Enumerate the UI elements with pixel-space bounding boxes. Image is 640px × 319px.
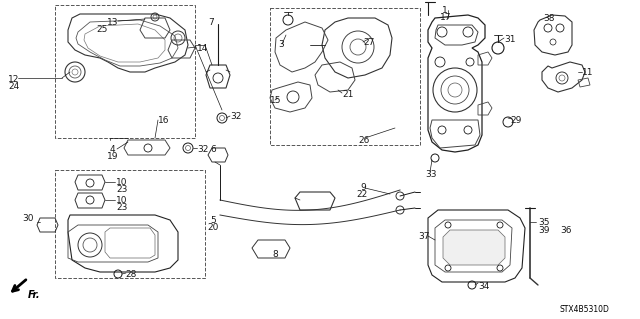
Text: 35: 35: [538, 218, 550, 227]
Text: 32: 32: [197, 145, 209, 154]
Text: STX4B5310D: STX4B5310D: [560, 305, 610, 314]
Text: 27: 27: [363, 38, 374, 47]
Text: 16: 16: [158, 116, 170, 125]
Text: 5: 5: [210, 216, 216, 225]
Text: 22: 22: [356, 190, 367, 199]
Text: 13: 13: [106, 18, 118, 27]
Text: 20: 20: [207, 223, 218, 232]
Bar: [270, 8, 420, 145]
Text: 34: 34: [478, 282, 490, 291]
Text: 28: 28: [125, 270, 136, 279]
Text: 4: 4: [110, 145, 116, 154]
Text: 30: 30: [22, 214, 33, 223]
Text: 23: 23: [116, 185, 127, 194]
Text: 21: 21: [342, 90, 353, 99]
Text: 11: 11: [582, 68, 593, 77]
Text: 1: 1: [442, 6, 448, 15]
Text: 38: 38: [543, 14, 554, 23]
Text: 32: 32: [230, 112, 241, 121]
Text: 31: 31: [504, 35, 515, 44]
Text: 8: 8: [272, 250, 278, 259]
Text: 23: 23: [116, 203, 127, 212]
Text: 25: 25: [97, 25, 108, 34]
Text: 14: 14: [197, 44, 209, 53]
Text: 12: 12: [8, 75, 19, 84]
Bar: [55, 170, 205, 278]
Text: 26: 26: [358, 136, 369, 145]
Text: Fr.: Fr.: [28, 290, 40, 300]
Text: 10: 10: [116, 196, 127, 205]
Text: 24: 24: [8, 82, 19, 91]
Text: 36: 36: [560, 226, 572, 235]
Polygon shape: [443, 230, 505, 265]
Text: 19: 19: [107, 152, 118, 161]
Text: 10: 10: [116, 178, 127, 187]
Text: 7: 7: [208, 18, 214, 27]
Text: 6: 6: [210, 145, 216, 154]
Text: 29: 29: [510, 116, 522, 125]
Text: 9: 9: [360, 183, 365, 192]
Text: 17: 17: [440, 13, 451, 22]
Text: 37: 37: [418, 232, 429, 241]
Text: 39: 39: [538, 226, 550, 235]
Text: 3: 3: [278, 40, 284, 49]
Text: 15: 15: [270, 96, 282, 105]
Bar: [55, 5, 195, 138]
Text: 33: 33: [425, 170, 436, 179]
